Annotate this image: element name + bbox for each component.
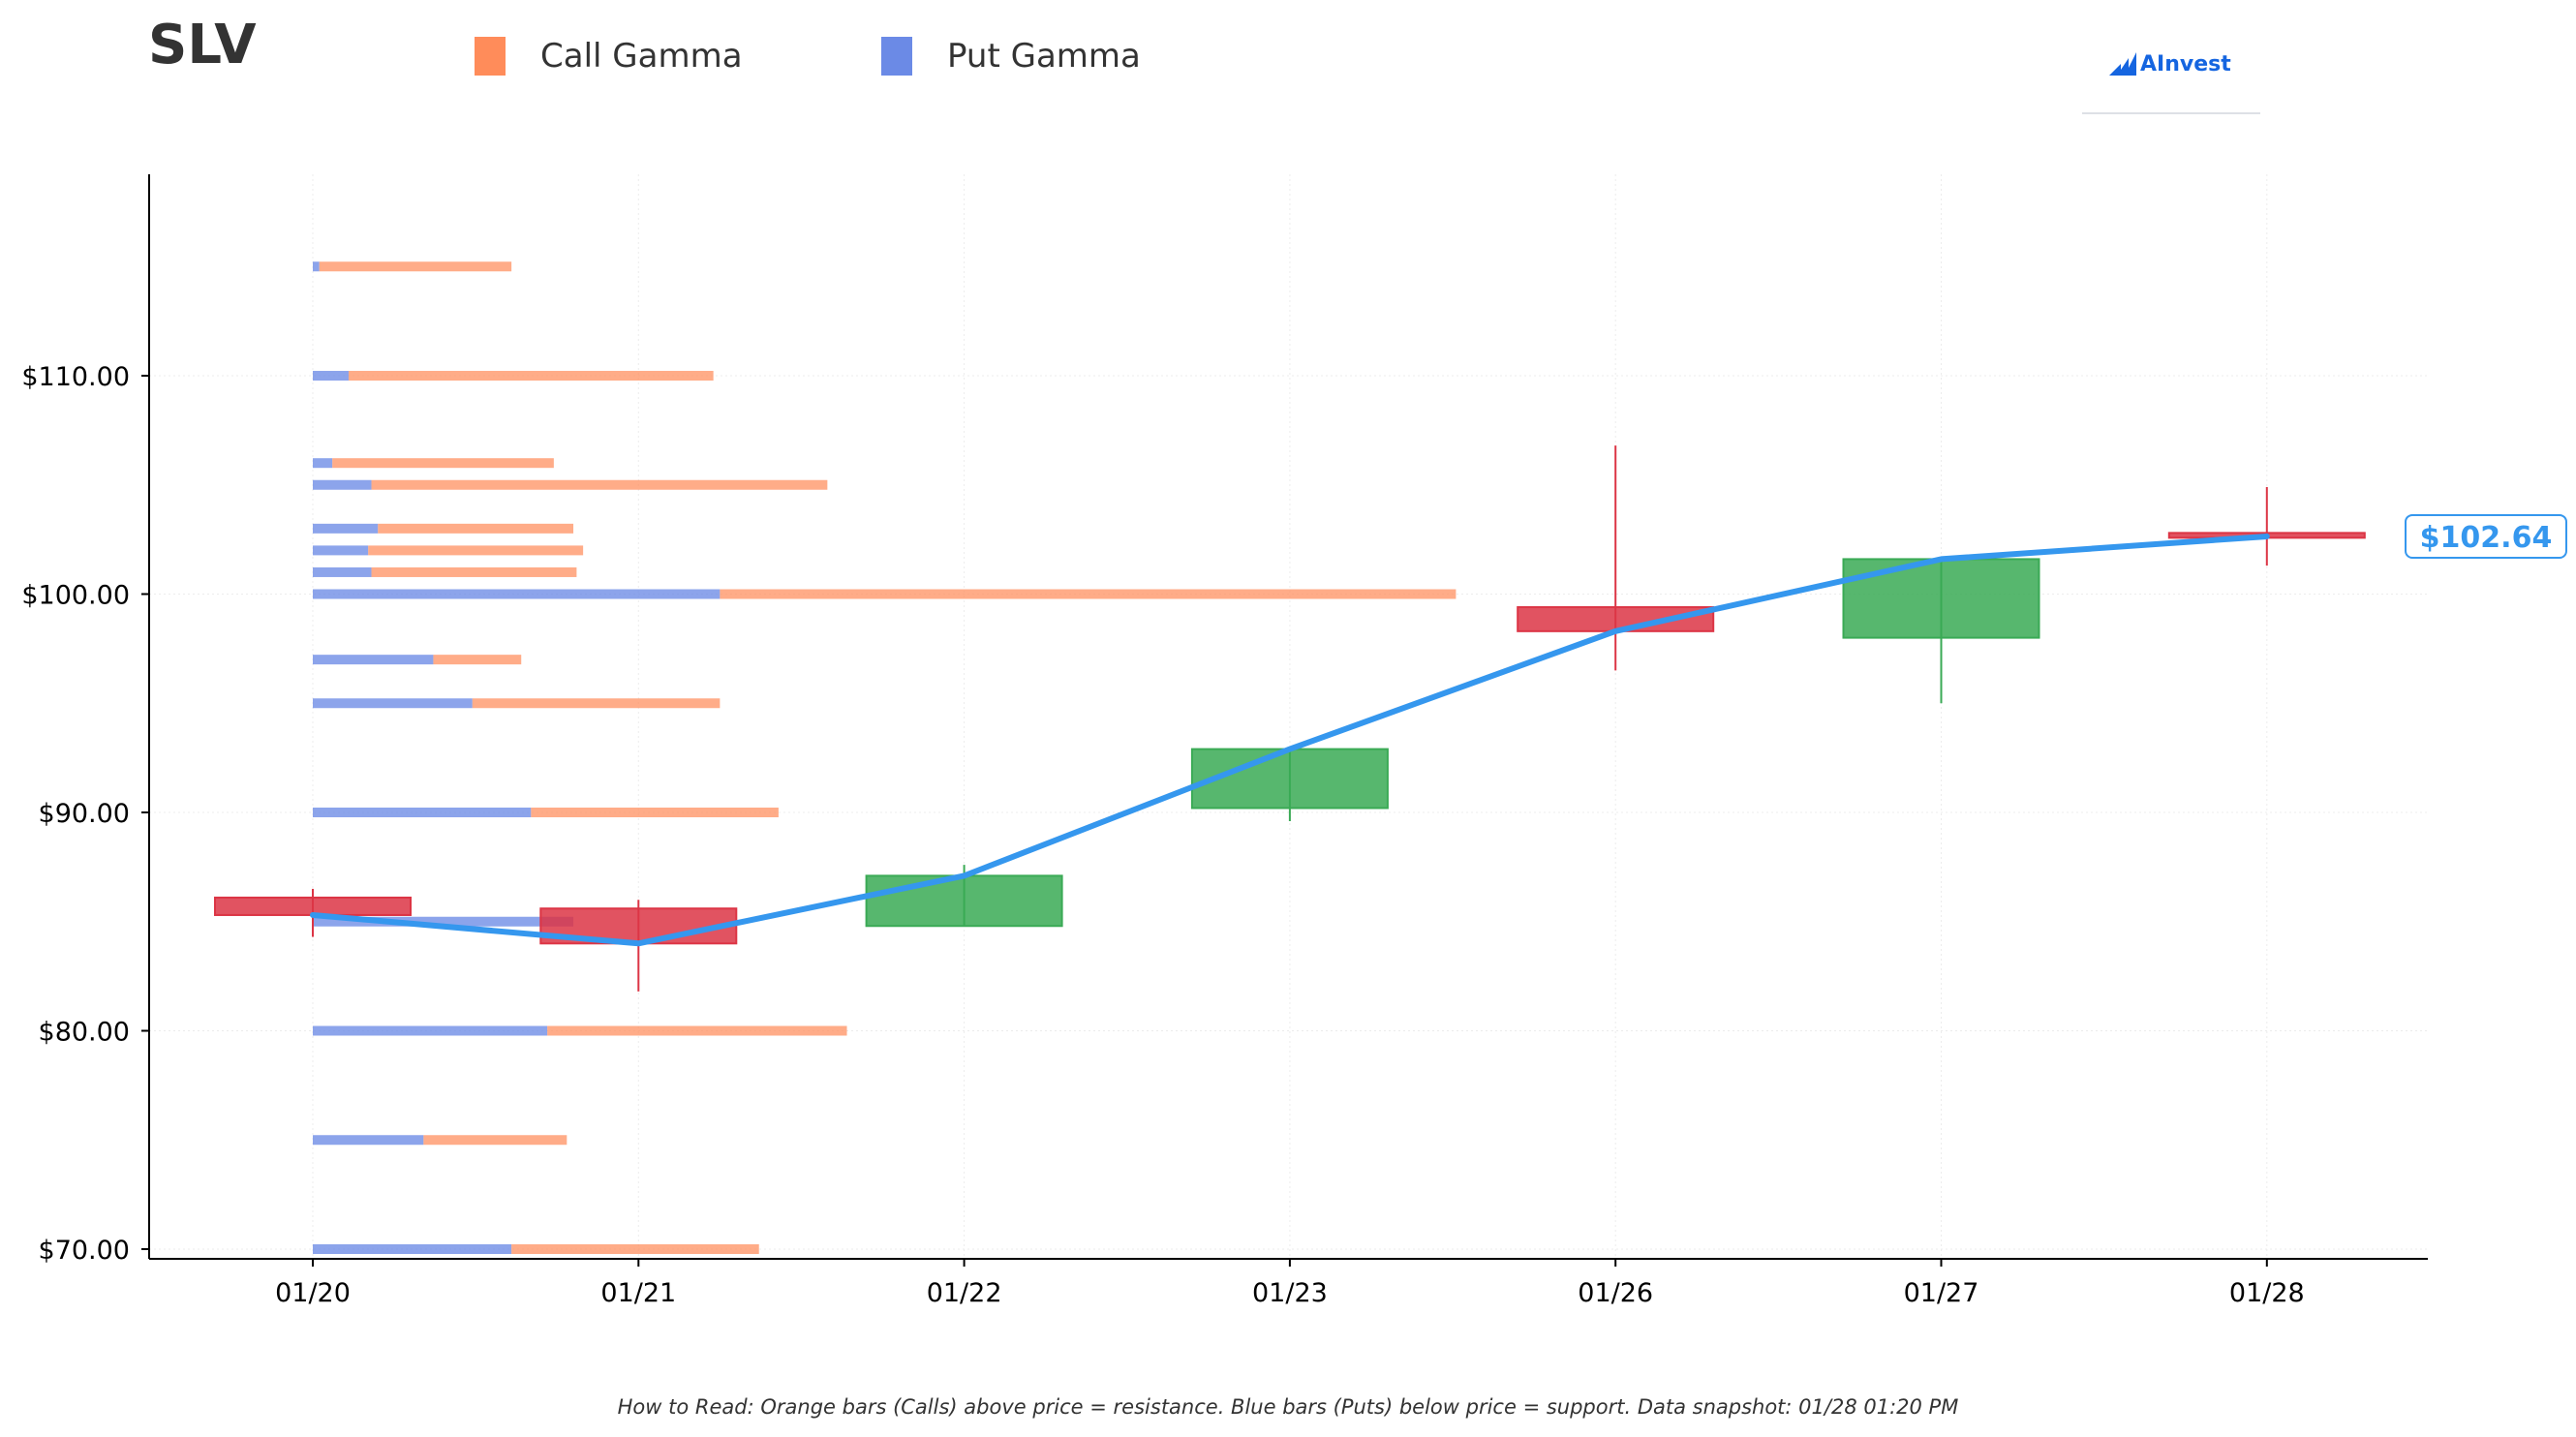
x-tick-label: 01/23 xyxy=(1252,1278,1328,1308)
call-gamma-bar xyxy=(378,523,574,534)
call-gamma-swatch xyxy=(475,37,506,76)
y-tick-label: $90.00 xyxy=(39,799,130,829)
y-tick-label: $70.00 xyxy=(39,1236,130,1266)
candle-body xyxy=(1842,558,2040,639)
call-gamma-bar xyxy=(332,458,554,469)
x-tick-label: 01/22 xyxy=(927,1278,1002,1308)
call-gamma-bar xyxy=(531,808,779,817)
put-gamma-bar xyxy=(313,371,349,381)
call-gamma-bar xyxy=(720,589,1457,599)
put-gamma-bar xyxy=(313,1025,548,1036)
call-gamma-bar xyxy=(547,1025,847,1036)
put-gamma-bar xyxy=(313,1244,512,1254)
gridlines xyxy=(149,174,2428,1259)
call-gamma-bar xyxy=(433,655,522,665)
y-tick-label: $100.00 xyxy=(21,581,130,611)
put-gamma-bar xyxy=(313,479,372,490)
call-gamma-bar xyxy=(511,1244,759,1254)
price-line xyxy=(310,533,2270,947)
legend-put-label: Put Gamma xyxy=(947,37,1141,76)
x-tick-label: 01/26 xyxy=(1578,1278,1653,1308)
x-tick-label: 01/27 xyxy=(1904,1278,1979,1308)
ticker-title: SLV xyxy=(148,14,257,76)
gamma-bars xyxy=(313,261,1457,1254)
legend-call-gamma: Call Gamma xyxy=(475,37,743,76)
legend-call-label: Call Gamma xyxy=(540,37,743,76)
put-gamma-bar xyxy=(313,523,379,534)
put-gamma-bar xyxy=(313,698,473,709)
call-gamma-bar xyxy=(472,698,721,709)
last-price-badge xyxy=(2405,513,2567,559)
y-tick-label: $110.00 xyxy=(21,362,130,392)
call-gamma-bar xyxy=(368,545,584,556)
put-gamma-bar xyxy=(313,589,721,599)
put-gamma-bar xyxy=(313,1135,424,1146)
put-gamma-bar xyxy=(313,261,320,272)
legend-put-gamma: Put Gamma xyxy=(881,37,1141,76)
put-gamma-bar xyxy=(313,458,333,469)
how-to-read-note: How to Read: Orange bars (Calls) above p… xyxy=(617,1395,1959,1419)
put-gamma-bar xyxy=(313,566,372,577)
put-gamma-bar xyxy=(313,655,434,665)
gamma-candlestick-chart: $70.00 $80.00 $90.00 $100.00 $110.00 01/20 01/… xyxy=(21,174,2567,1308)
x-tick-label: 01/21 xyxy=(600,1278,676,1308)
candle-body xyxy=(865,874,1063,928)
candle-body xyxy=(1517,606,1715,632)
put-gamma-swatch xyxy=(881,37,912,76)
logo-text: AInvest xyxy=(2140,52,2231,76)
put-gamma-bar xyxy=(313,916,574,927)
x-tick-label: 01/20 xyxy=(275,1278,351,1308)
y-tick-label: $80.00 xyxy=(39,1018,130,1048)
ainvest-logo: AInvest xyxy=(2082,39,2260,114)
call-gamma-bar xyxy=(319,261,512,272)
call-gamma-bar xyxy=(371,566,577,577)
call-gamma-bar xyxy=(423,1135,567,1146)
x-tick-label: 01/28 xyxy=(2229,1278,2305,1308)
logo-chart-icon xyxy=(2109,52,2136,76)
call-gamma-bar xyxy=(348,371,714,381)
call-gamma-bar xyxy=(371,479,828,490)
put-gamma-bar xyxy=(313,808,532,817)
candle-body xyxy=(1190,748,1389,810)
last-price-label: $102.64 xyxy=(2420,521,2553,555)
put-gamma-bar xyxy=(313,545,369,556)
